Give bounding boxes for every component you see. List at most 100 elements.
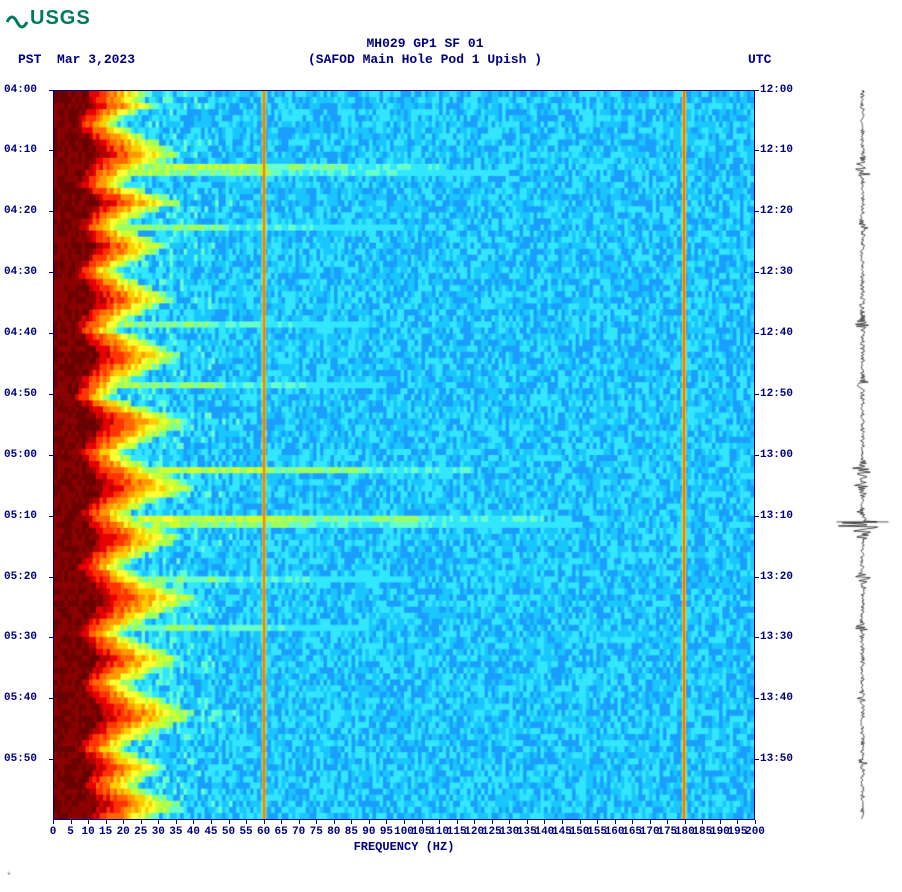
y-left-tick-label: 04:50 (4, 388, 37, 400)
x-tick-mark (667, 820, 668, 824)
y-right-tick-label: 13:50 (760, 753, 793, 765)
title-line2: (SAFOD Main Hole Pod 1 Upish ) (308, 52, 542, 67)
y-right-tick-mark (755, 516, 759, 517)
y-axis-right: 12:0012:1012:2012:3012:4012:5013:0013:10… (760, 90, 810, 820)
x-tick-mark (176, 820, 177, 824)
x-tick-mark (158, 820, 159, 824)
y-right-tick-label: 13:10 (760, 510, 793, 522)
x-tick-label: 25 (134, 826, 147, 838)
y-left-tick-mark (49, 759, 53, 760)
x-tick-mark (211, 820, 212, 824)
x-tick-mark (439, 820, 440, 824)
x-tick-mark (123, 820, 124, 824)
y-right-tick-label: 12:50 (760, 388, 793, 400)
y-right-tick-mark (755, 272, 759, 273)
y-right-tick-mark (755, 211, 759, 212)
x-tick-label: 30 (152, 826, 165, 838)
x-tick-mark (229, 820, 230, 824)
y-left-tick-label: 05:00 (4, 449, 37, 461)
header-right: UTC (748, 52, 771, 67)
x-tick-label: 20 (117, 826, 130, 838)
waveform-canvas (830, 90, 895, 820)
x-tick-label: 5 (67, 826, 74, 838)
y-left-tick-mark (49, 698, 53, 699)
y-right-tick-label: 13:20 (760, 571, 793, 583)
y-left-tick-label: 04:40 (4, 327, 37, 339)
usgs-text: USGS (30, 7, 91, 29)
y-left-tick-mark (49, 577, 53, 578)
x-tick-mark (474, 820, 475, 824)
x-tick-mark (492, 820, 493, 824)
y-left-tick-label: 05:50 (4, 753, 37, 765)
x-tick-mark (615, 820, 616, 824)
y-right-tick-mark (755, 90, 759, 91)
x-tick-label: 80 (327, 826, 340, 838)
x-tick-mark (720, 820, 721, 824)
x-tick-mark (404, 820, 405, 824)
y-right-tick-mark (755, 394, 759, 395)
x-tick-mark (457, 820, 458, 824)
y-left-tick-mark (49, 455, 53, 456)
y-right-tick-mark (755, 150, 759, 151)
x-tick-mark (386, 820, 387, 824)
x-tick-label: 50 (222, 826, 235, 838)
right-tz: UTC (748, 52, 771, 67)
x-tick-label: 70 (292, 826, 305, 838)
y-axis-left: 04:0004:1004:2004:3004:4004:5005:0005:10… (4, 90, 52, 820)
x-tick-label: 35 (169, 826, 182, 838)
y-right-tick-label: 12:30 (760, 266, 793, 278)
x-tick-label: 60 (257, 826, 270, 838)
title-line1: MH029 GP1 SF 01 (366, 36, 483, 51)
y-left-tick-mark (49, 90, 53, 91)
x-tick-label: 0 (50, 826, 57, 838)
y-left-tick-mark (49, 637, 53, 638)
x-tick-mark (597, 820, 598, 824)
x-tick-mark (509, 820, 510, 824)
x-tick-mark (106, 820, 107, 824)
x-tick-mark (422, 820, 423, 824)
x-tick-mark (246, 820, 247, 824)
y-right-tick-label: 12:00 (760, 84, 793, 96)
y-left-tick-mark (49, 394, 53, 395)
y-left-tick-label: 04:30 (4, 266, 37, 278)
y-right-tick-mark (755, 637, 759, 638)
x-tick-mark (71, 820, 72, 824)
y-left-tick-mark (49, 516, 53, 517)
x-tick-label: 85 (345, 826, 358, 838)
x-tick-mark (755, 820, 756, 824)
x-tick-mark (193, 820, 194, 824)
usgs-logo: USGS (6, 4, 96, 30)
x-tick-mark (685, 820, 686, 824)
y-right-tick-mark (755, 577, 759, 578)
x-tick-mark (580, 820, 581, 824)
header-left: PST Mar 3,2023 (18, 52, 135, 67)
x-tick-label: 200 (745, 826, 765, 838)
y-left-tick-label: 05:10 (4, 510, 37, 522)
y-right-tick-mark (755, 333, 759, 334)
y-right-tick-label: 12:40 (760, 327, 793, 339)
x-tick-mark (264, 820, 265, 824)
x-tick-label: 90 (362, 826, 375, 838)
x-tick-mark (53, 820, 54, 824)
y-left-tick-label: 05:30 (4, 631, 37, 643)
x-tick-mark (334, 820, 335, 824)
x-tick-mark (281, 820, 282, 824)
x-tick-label: 10 (81, 826, 94, 838)
x-tick-label: 45 (204, 826, 217, 838)
y-right-tick-label: 13:40 (760, 692, 793, 704)
x-tick-label: 75 (310, 826, 323, 838)
spectrogram-canvas (54, 91, 754, 819)
y-left-tick-label: 05:40 (4, 692, 37, 704)
x-axis-title: FREQUENCY (HZ) (53, 840, 755, 854)
x-tick-mark (737, 820, 738, 824)
x-tick-mark (650, 820, 651, 824)
x-tick-label: 55 (239, 826, 252, 838)
y-left-tick-mark (49, 272, 53, 273)
header-date: Mar 3,2023 (57, 52, 135, 67)
y-left-tick-mark (49, 333, 53, 334)
x-tick-mark (702, 820, 703, 824)
y-right-tick-label: 13:00 (760, 449, 793, 461)
y-right-tick-label: 12:20 (760, 205, 793, 217)
x-tick-label: 15 (99, 826, 112, 838)
y-right-tick-mark (755, 455, 759, 456)
